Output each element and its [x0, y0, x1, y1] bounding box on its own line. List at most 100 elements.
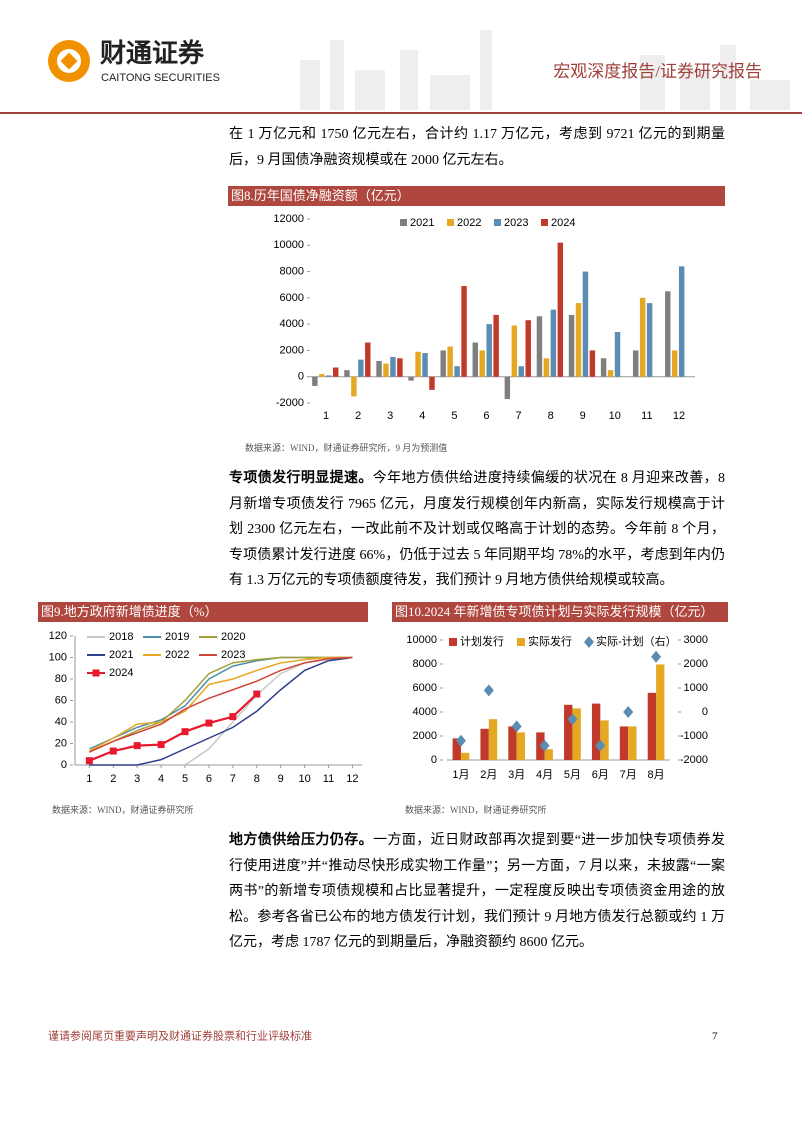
- bar: [460, 752, 470, 760]
- y-tick-label: 8000: [280, 265, 304, 277]
- x-tick-label: 9: [278, 773, 284, 785]
- y-tick-label: 120: [49, 630, 67, 642]
- bar: [607, 370, 614, 377]
- bar: [488, 719, 498, 760]
- marker: [483, 684, 494, 697]
- paragraph: 专项债发行明显提速。今年地方债供给进度持续偏缓的状况在 8 月迎来改善，8 月新…: [229, 466, 725, 594]
- y-tick-label: -2000: [276, 397, 304, 409]
- bar: [646, 303, 653, 377]
- y-tick-label: 6000: [413, 682, 437, 694]
- y-tick-label: 20: [55, 737, 67, 749]
- marker: [511, 720, 522, 733]
- skyline: [300, 30, 790, 110]
- x-tick-label: 7月: [620, 769, 637, 781]
- bar: [518, 366, 524, 377]
- logo-en: CAITONG SECURITIES: [101, 72, 220, 84]
- bar: [358, 359, 364, 377]
- line: [184, 656, 353, 766]
- bar: [319, 374, 325, 377]
- figure-source: 数据来源：WIND，财通证券研究所: [52, 805, 194, 815]
- x-tick-label: 1: [323, 410, 329, 422]
- bar: [312, 376, 318, 386]
- bar: [536, 316, 543, 377]
- y-tick-label: 8000: [413, 658, 437, 670]
- x-tick-label: 2: [355, 410, 361, 422]
- x-tick-label: 7: [515, 410, 521, 422]
- x-tick-label: 3: [387, 410, 393, 422]
- bar: [461, 286, 467, 377]
- bar: [486, 324, 492, 377]
- legend-swatch: [449, 638, 457, 646]
- x-tick-label: 8: [254, 773, 260, 785]
- bar: [376, 360, 382, 377]
- y-tick-label: 2000: [280, 344, 304, 356]
- bar: [365, 342, 371, 377]
- paragraph-lead: 地方债供给压力仍存。: [229, 833, 374, 848]
- bar: [408, 376, 414, 381]
- bar: [544, 749, 553, 760]
- marker: [253, 690, 261, 698]
- y-tick-label: -1000: [680, 730, 708, 742]
- y-tick-label: 2000: [413, 730, 437, 742]
- x-tick-label: 10: [609, 410, 621, 422]
- bar: [422, 353, 428, 377]
- x-tick-label: 8月: [648, 769, 665, 781]
- figure-title: 图8.历年国债净融资额（亿元）: [228, 186, 725, 206]
- logo-cn: 财通证券: [100, 38, 205, 68]
- marker: [651, 650, 662, 663]
- bar: [591, 703, 601, 760]
- legend-label: 实际发行: [528, 634, 572, 648]
- marker: [109, 747, 117, 755]
- paragraph-text: 一方面，近日财政部再次提到要“进一步加快专项债券发行使用进度”并“推动尽快形成实…: [229, 833, 726, 950]
- figure-title: 图10.2024 年新增债专项债计划与实际发行规模（亿元）: [392, 602, 728, 622]
- bar: [452, 738, 461, 760]
- bar: [429, 376, 435, 390]
- line: [88, 656, 353, 752]
- legend-label: 2020: [221, 631, 245, 643]
- bar: [454, 366, 460, 377]
- legend-label: 2019: [165, 631, 189, 643]
- figure-title: 图9.地方政府新增债进度（%）: [38, 602, 368, 622]
- marker: [157, 741, 165, 749]
- marker: [455, 734, 466, 747]
- legend-label: 2024: [551, 217, 575, 229]
- marker: [595, 739, 606, 752]
- bar: [415, 351, 421, 377]
- x-tick-label: 4月: [536, 769, 553, 781]
- x-tick-label: 3月: [508, 769, 525, 781]
- logo: [48, 40, 90, 82]
- marker: [539, 739, 550, 752]
- x-tick-label: 4: [158, 773, 164, 785]
- bar: [600, 358, 607, 377]
- y-tick-label: 100: [49, 651, 67, 663]
- legend-swatch: [447, 219, 454, 226]
- x-tick-label: 5: [451, 410, 457, 422]
- bar: [550, 309, 557, 377]
- x-tick-label: 5月: [564, 769, 581, 781]
- marker: [229, 713, 237, 721]
- line: [89, 656, 353, 753]
- line: [89, 656, 353, 753]
- bar: [383, 363, 389, 377]
- marker: [567, 713, 578, 726]
- legend-label: 2023: [221, 649, 245, 661]
- bar: [632, 350, 639, 377]
- y-tick-label: 10000: [273, 239, 304, 251]
- legend-label: 计划发行: [460, 634, 504, 648]
- marker: [133, 742, 141, 750]
- bar: [557, 242, 564, 377]
- bar: [572, 708, 581, 760]
- bar: [397, 358, 403, 377]
- y-tick-label: 60: [55, 694, 67, 706]
- bar: [326, 375, 332, 377]
- paragraph-lead: 专项债发行明显提速。: [229, 471, 373, 486]
- bar: [332, 367, 339, 377]
- legend-label: 2021: [109, 649, 133, 661]
- x-tick-label: 11: [323, 773, 334, 785]
- y-tick-label: 3000: [684, 634, 708, 646]
- legend-swatch: [400, 219, 407, 226]
- line: [88, 693, 258, 762]
- x-tick-label: 1月: [452, 769, 469, 781]
- y-tick-label: -2000: [680, 754, 708, 766]
- bar: [665, 291, 671, 377]
